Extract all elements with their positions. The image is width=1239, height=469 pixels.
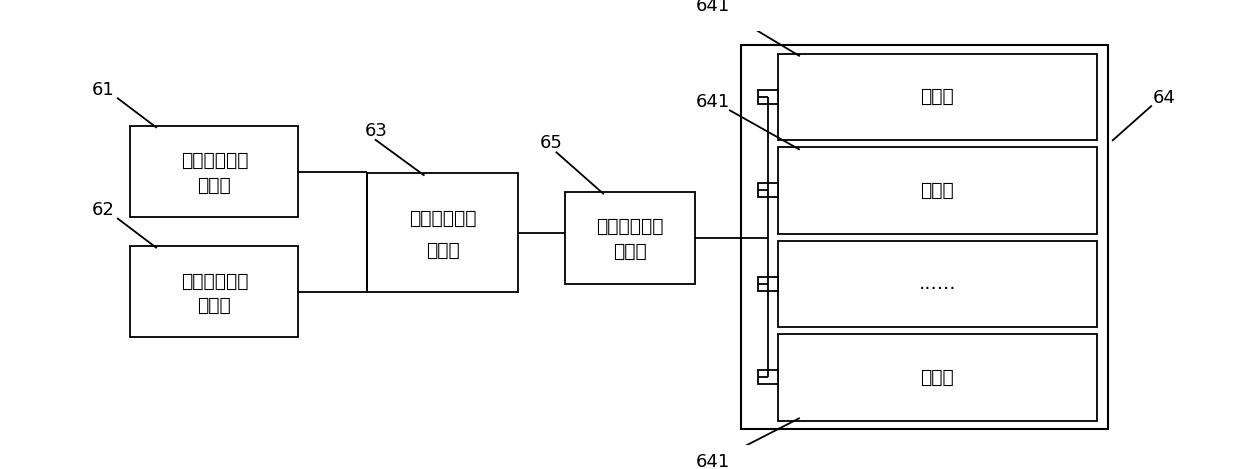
Bar [758,183,778,197]
Text: 打印部件自稳: 打印部件自稳 [409,209,476,228]
Text: 63: 63 [366,121,388,139]
Text: 电磁铁: 电磁铁 [921,87,954,106]
Bar [758,90,778,104]
Bar [367,173,518,292]
Bar [758,371,778,385]
Text: 打印部件质量: 打印部件质量 [181,272,248,290]
Text: 电磁铁阵列控: 电磁铁阵列控 [596,217,664,236]
Bar [130,246,299,338]
Text: 定系统: 定系统 [426,241,460,260]
Text: 641: 641 [696,93,730,111]
Bar [565,191,695,284]
Bar [778,147,1097,234]
Bar [778,334,1097,421]
Text: 电磁铁: 电磁铁 [921,181,954,200]
Text: 641: 641 [696,0,730,15]
Bar [758,277,778,291]
Bar [778,53,1097,140]
Text: 制模块: 制模块 [613,242,647,261]
Text: 65: 65 [540,134,563,152]
Text: 传感器: 传感器 [197,176,232,195]
Text: 传感器: 传感器 [197,296,232,315]
Text: 电磁铁: 电磁铁 [921,368,954,387]
Text: 打印部件位置: 打印部件位置 [181,151,248,170]
Text: 62: 62 [92,201,114,219]
Bar [778,241,1097,327]
Text: 64: 64 [1152,90,1176,107]
Text: 641: 641 [696,453,730,469]
Bar [741,45,1108,430]
Text: 61: 61 [92,81,114,99]
Bar [130,126,299,217]
Text: ......: ...... [918,274,957,293]
